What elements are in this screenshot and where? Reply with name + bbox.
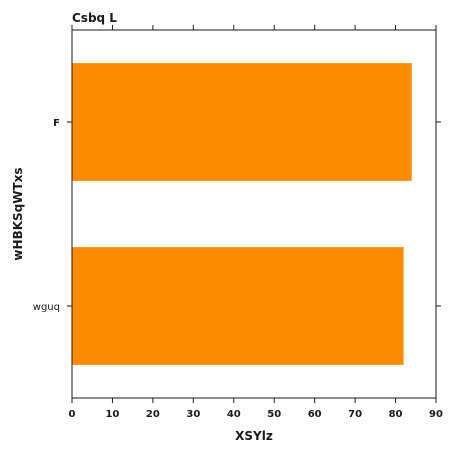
y-axis-ticks: wguq F — [33, 118, 441, 313]
plot-frame — [71, 29, 437, 399]
x-tick-label-50: 50 — [267, 409, 281, 420]
y-tick-label-wguq: wguq — [33, 302, 60, 313]
chart-title: Csbq L — [72, 11, 117, 25]
bars-group — [72, 63, 412, 365]
x-tick-label-90: 90 — [429, 409, 443, 420]
y-axis-label: wHBKSqWTxs — [11, 167, 25, 260]
x-tick-label-20: 20 — [146, 409, 160, 420]
x-axis-label: XSYlz — [235, 429, 273, 443]
x-tick-label-80: 80 — [389, 409, 403, 420]
x-axis-ticks: 0 10 20 30 40 50 60 70 80 90 — [69, 25, 443, 420]
bar-F — [72, 63, 412, 181]
y-tick-label-F: F — [53, 118, 60, 129]
x-tick-label-60: 60 — [308, 409, 322, 420]
x-tick-label-40: 40 — [227, 409, 241, 420]
x-tick-label-70: 70 — [348, 409, 362, 420]
x-tick-label-30: 30 — [186, 409, 200, 420]
x-tick-label-0: 0 — [69, 409, 76, 420]
x-tick-label-10: 10 — [105, 409, 119, 420]
bar-wguq — [72, 247, 404, 365]
